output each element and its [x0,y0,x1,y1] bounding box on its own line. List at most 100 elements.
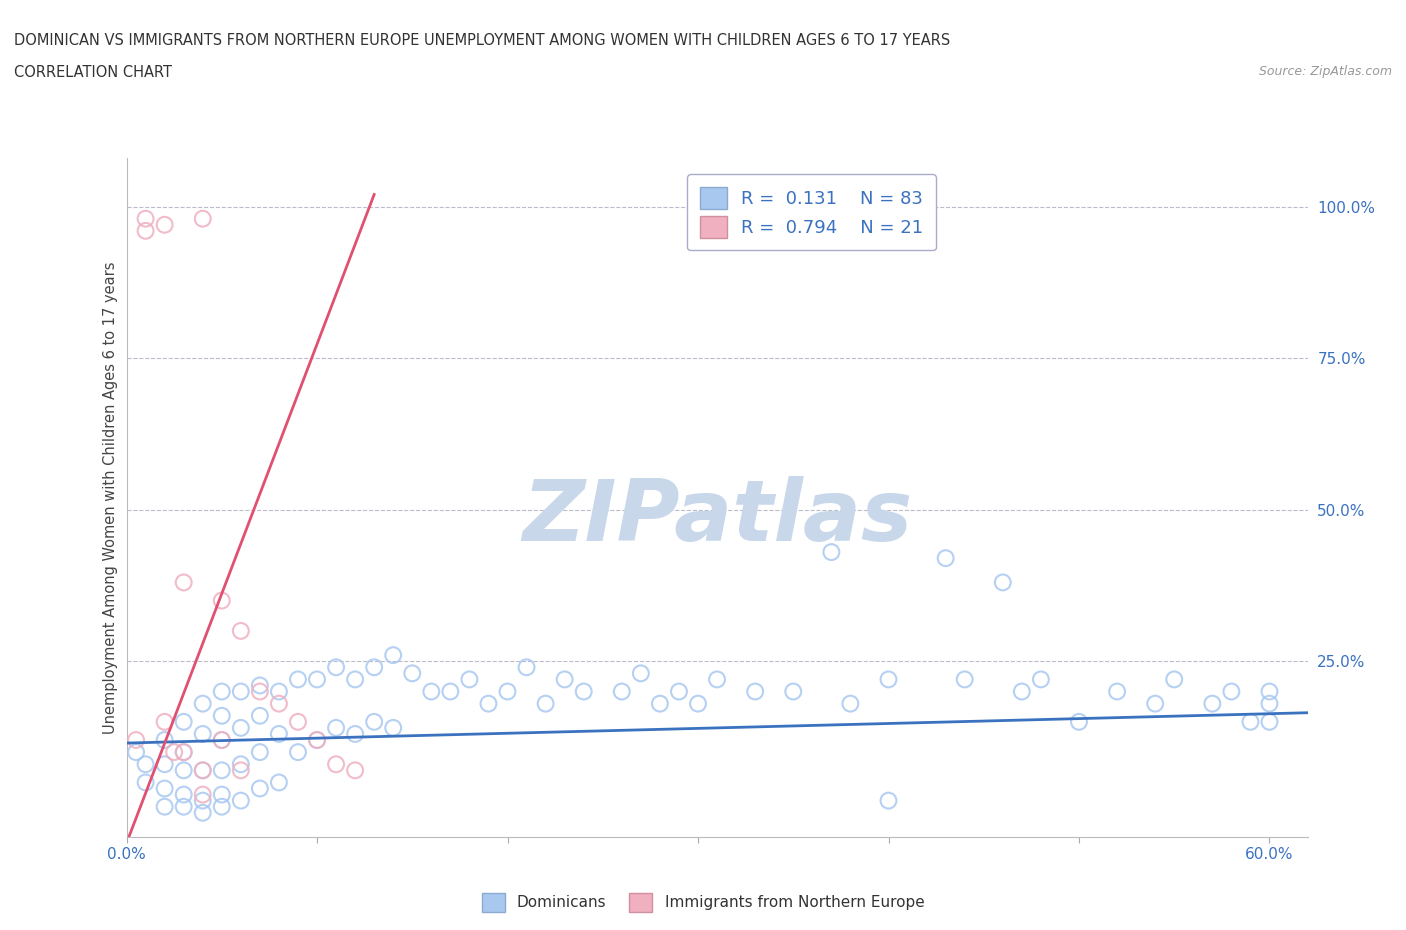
Point [1067,714,1090,729]
Point [935,551,957,565]
Point [305,672,328,687]
Point [610,684,633,699]
Point [1163,672,1185,687]
Point [287,714,309,729]
Point [229,757,252,772]
Point [839,697,862,711]
Point [1201,697,1223,711]
Point [820,545,842,560]
Point [229,763,252,777]
Point [173,714,195,729]
Point [1144,697,1167,711]
Point [135,223,157,238]
Point [135,757,157,772]
Point [249,781,271,796]
Point [344,726,367,741]
Point [191,697,214,711]
Point [191,763,214,777]
Point [135,211,157,226]
Point [229,623,252,638]
Point [648,697,671,711]
Point [211,593,233,608]
Point [163,745,186,760]
Point [458,672,481,687]
Point [229,793,252,808]
Point [420,684,443,699]
Point [706,672,728,687]
Point [1258,697,1281,711]
Point [153,757,176,772]
Point [211,787,233,802]
Point [344,672,367,687]
Point [668,684,690,699]
Point [877,672,900,687]
Point [249,684,271,699]
Point [153,714,176,729]
Point [191,805,214,820]
Legend: Dominicans, Immigrants from Northern Europe: Dominicans, Immigrants from Northern Eur… [475,887,931,918]
Point [1220,684,1243,699]
Point [363,714,385,729]
Text: Source: ZipAtlas.com: Source: ZipAtlas.com [1258,65,1392,78]
Point [153,781,176,796]
Point [211,763,233,777]
Point [173,799,195,814]
Point [173,787,195,802]
Point [1239,714,1261,729]
Point [191,211,214,226]
Point [229,684,252,699]
Point [744,684,766,699]
Point [249,678,271,693]
Text: CORRELATION CHART: CORRELATION CHART [14,65,172,80]
Point [191,793,214,808]
Point [267,726,290,741]
Point [325,721,347,736]
Point [382,647,405,662]
Point [173,763,195,777]
Point [382,721,405,736]
Point [125,733,148,748]
Point [1011,684,1033,699]
Point [305,733,328,748]
Point [211,733,233,748]
Point [782,684,804,699]
Point [630,666,652,681]
Point [173,575,195,590]
Point [173,745,195,760]
Point [1107,684,1129,699]
Point [363,660,385,675]
Point [211,733,233,748]
Point [477,697,499,711]
Point [267,697,290,711]
Point [211,799,233,814]
Point [991,575,1014,590]
Point [305,733,328,748]
Point [325,660,347,675]
Point [572,684,595,699]
Y-axis label: Unemployment Among Women with Children Ages 6 to 17 years: Unemployment Among Women with Children A… [103,261,118,734]
Point [249,745,271,760]
Point [153,733,176,748]
Point [135,775,157,790]
Point [211,684,233,699]
Point [153,218,176,232]
Point [191,763,214,777]
Point [439,684,461,699]
Point [267,684,290,699]
Point [325,757,347,772]
Point [953,672,976,687]
Point [554,672,576,687]
Text: ZIPatlas: ZIPatlas [522,476,912,560]
Point [1258,714,1281,729]
Point [267,775,290,790]
Point [211,709,233,724]
Point [534,697,557,711]
Point [344,763,367,777]
Text: DOMINICAN VS IMMIGRANTS FROM NORTHERN EUROPE UNEMPLOYMENT AMONG WOMEN WITH CHILD: DOMINICAN VS IMMIGRANTS FROM NORTHERN EU… [14,33,950,47]
Point [191,787,214,802]
Point [287,672,309,687]
Point [173,745,195,760]
Point [191,726,214,741]
Point [249,709,271,724]
Legend: R =  0.131    N = 83, R =  0.794    N = 21: R = 0.131 N = 83, R = 0.794 N = 21 [688,174,936,250]
